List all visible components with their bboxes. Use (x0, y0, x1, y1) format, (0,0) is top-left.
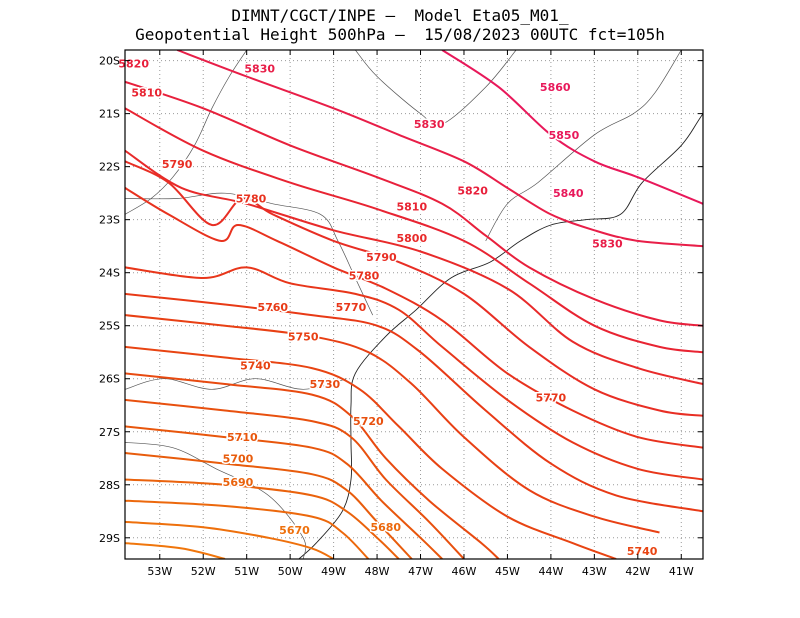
contour-line-5700 (125, 452, 413, 559)
lat-tick-label: 29S (99, 532, 120, 545)
contour-line-5830 (176, 50, 703, 248)
contour-label: 5820 (118, 57, 149, 70)
contour-line-5670 (125, 520, 335, 559)
contour-label: 5710 (227, 431, 258, 444)
geography-layer (125, 50, 703, 559)
contour-label: 5700 (223, 452, 254, 465)
contour-label: 5770 (536, 391, 567, 404)
contour-label: 5740 (627, 545, 658, 558)
contour-label: 5840 (553, 187, 584, 200)
lon-tick-label: 49W (321, 565, 346, 578)
contour-label: 5740 (240, 359, 271, 372)
contour-label: 5750 (288, 330, 319, 343)
coastline (298, 112, 703, 559)
title-line-2: Geopotential Height 500hPa – 15/08/2023 … (135, 25, 665, 44)
contour-label: 5850 (549, 129, 580, 142)
contour-label: 5770 (336, 301, 367, 314)
contour-line-5710 (125, 425, 443, 559)
contour-label: 5830 (592, 238, 623, 251)
contour-label: 5860 (540, 81, 571, 94)
contour-label: 5800 (397, 232, 428, 245)
lat-tick-label: 28S (99, 479, 120, 492)
lon-tick-label: 52W (191, 565, 216, 578)
lat-tick-label: 26S (99, 373, 120, 386)
lon-tick-label: 41W (669, 565, 694, 578)
map-frame (124, 49, 704, 560)
lat-tick-label: 20S (99, 55, 120, 68)
lon-tick-label: 53W (147, 565, 172, 578)
lon-tick-label: 44W (538, 565, 563, 578)
lat-tick-label: 23S (99, 214, 120, 227)
lon-tick-label: 43W (582, 565, 607, 578)
state-border (485, 50, 682, 242)
state-border (355, 50, 517, 126)
title-line-1: DIMNT/CGCT/INPE – Model Eta05_M01_ (231, 6, 569, 25)
contour-label: 5830 (244, 63, 275, 76)
lat-tick-label: 22S (99, 161, 120, 174)
contour-label: 5820 (457, 185, 488, 198)
contour-line-5780 (125, 187, 703, 449)
lat-tick-label: 24S (99, 267, 120, 280)
contour-label: 5670 (279, 524, 310, 537)
axis-tick-layer: 53W 52W 51W 50W 49W 48W 47W 46W 45W 44W 43W 42W 41W 2… (99, 50, 703, 578)
contour-line-5800 (125, 149, 703, 385)
contour-label: 5790 (162, 158, 193, 171)
contour-label: 5720 (353, 415, 384, 428)
contour-line-5740 (125, 345, 617, 559)
lon-tick-label: 48W (365, 565, 390, 578)
contour-layer (125, 50, 703, 559)
lon-tick-label: 42W (625, 565, 650, 578)
lon-tick-label: 45W (495, 565, 520, 578)
contour-label: 5810 (131, 86, 162, 99)
contour-line-5820 (125, 80, 703, 327)
contour-label: 5730 (310, 378, 341, 391)
lon-tick-label: 51W (234, 565, 259, 578)
lat-tick-label: 25S (99, 320, 120, 333)
contour-line-5840 (441, 50, 703, 205)
contour-line-5660 (125, 542, 226, 559)
lat-tick-label: 21S (99, 108, 120, 121)
contour-line-5770 (125, 266, 703, 481)
contour-line-5690 (125, 478, 400, 559)
contour-label: 5830 (414, 118, 445, 131)
contour-label: 5790 (366, 251, 397, 264)
lon-tick-label: 46W (452, 565, 477, 578)
contour-label-layer: 5820 5830 5810 5860 5830 5850 5790 5820 5840 5780… (117, 56, 659, 560)
contour-line-5790 (125, 160, 703, 417)
contour-line-5750 (125, 314, 660, 534)
contour-label: 5810 (397, 200, 428, 213)
contour-label: 5680 (370, 521, 401, 534)
lat-tick-label: 27S (99, 426, 120, 439)
contour-label: 5760 (257, 301, 288, 314)
contour-label: 5690 (223, 476, 254, 489)
contour-label: 5780 (236, 192, 267, 205)
lon-tick-label: 47W (408, 565, 433, 578)
contour-line-5810 (125, 107, 703, 354)
contour-label: 5780 (349, 269, 380, 282)
contour-line-5730 (125, 372, 500, 559)
contour-line-5680 (125, 499, 370, 559)
state-border (125, 442, 307, 559)
lon-tick-label: 50W (278, 565, 303, 578)
contour-line-5720 (125, 398, 465, 559)
contour-line-5760 (125, 292, 703, 513)
